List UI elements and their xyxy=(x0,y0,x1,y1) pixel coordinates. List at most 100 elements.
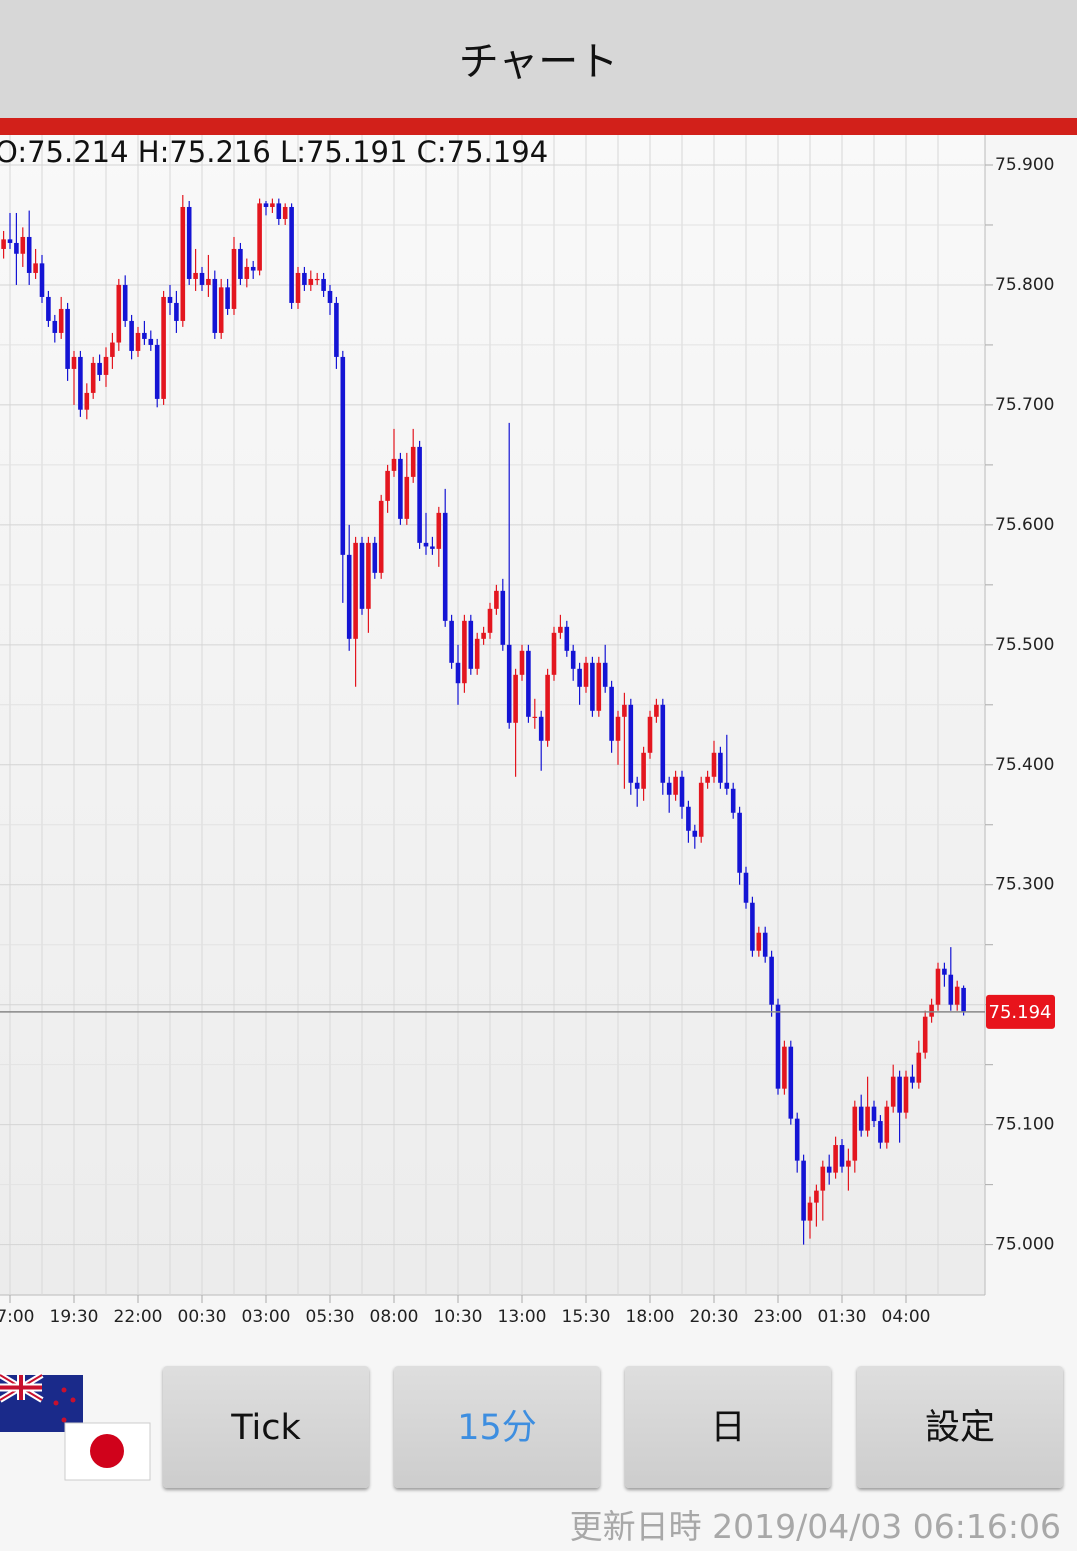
candle-body xyxy=(865,1106,870,1131)
candle-body xyxy=(801,1160,806,1221)
chart: 75.00075.10075.20075.30075.40075.50075.6… xyxy=(0,135,1055,1327)
candle-body xyxy=(302,272,307,285)
y-tick-label: 75.000 xyxy=(995,1235,1054,1255)
candle-body xyxy=(295,272,301,303)
candle-body xyxy=(366,542,371,609)
candle-body xyxy=(673,776,678,795)
candle-body xyxy=(289,206,294,303)
candle-body xyxy=(654,704,659,717)
candle-body xyxy=(545,674,550,741)
candle-body xyxy=(417,446,422,543)
x-tick-label: 22:00 xyxy=(114,1307,163,1327)
candle-body xyxy=(711,752,717,777)
y-tick-label: 75.100 xyxy=(995,1115,1054,1135)
candle-body xyxy=(839,1145,845,1167)
y-tick-label: 75.900 xyxy=(995,155,1054,175)
candle-body xyxy=(922,1016,928,1053)
candle-body xyxy=(826,1166,832,1173)
candle-body xyxy=(762,932,768,957)
candle-body xyxy=(474,638,480,669)
candle-body xyxy=(455,662,461,684)
x-tick-label: 10:30 xyxy=(434,1307,483,1327)
candle-body xyxy=(878,1121,883,1143)
candle-body xyxy=(954,986,960,1005)
candle-body xyxy=(538,716,544,741)
x-tick-label: 15:30 xyxy=(562,1307,611,1327)
candle-body xyxy=(558,626,563,633)
currency-flags[interactable] xyxy=(0,1370,160,1485)
15min-button[interactable]: 15分 xyxy=(394,1366,600,1488)
candle-body xyxy=(404,476,410,519)
candle-body xyxy=(97,362,102,375)
candle-body xyxy=(942,968,947,975)
candle-body xyxy=(135,332,141,351)
candle-body xyxy=(487,608,493,633)
candle-body xyxy=(308,278,314,285)
candle-body xyxy=(602,662,608,687)
candle-body xyxy=(807,1202,813,1221)
candle-body xyxy=(526,650,531,717)
candle-body xyxy=(724,782,730,789)
candle-body xyxy=(660,704,666,783)
day-button[interactable]: 日 xyxy=(625,1366,831,1488)
candle-body xyxy=(615,716,621,741)
candle-body xyxy=(756,932,762,951)
candle-body xyxy=(532,716,538,718)
candle-body xyxy=(890,1076,896,1107)
x-tick-label: 18:00 xyxy=(626,1307,675,1327)
candle-body xyxy=(782,1046,787,1089)
candle-body xyxy=(65,308,70,369)
candle-body xyxy=(686,806,691,831)
title-bar: チャート xyxy=(0,0,1077,118)
candle-body xyxy=(263,203,269,207)
x-tick-label: 04:00 xyxy=(882,1307,931,1327)
candle-body xyxy=(116,284,122,343)
y-tick-label: 75.700 xyxy=(995,395,1054,415)
candle-body xyxy=(33,263,38,273)
candle-body xyxy=(564,626,570,651)
candle-body xyxy=(334,302,339,357)
y-tick-label: 75.300 xyxy=(995,875,1054,895)
candle-body xyxy=(282,206,288,219)
candle-body xyxy=(167,296,173,303)
candle-body xyxy=(231,248,237,309)
candle-body xyxy=(679,776,685,807)
candle-body xyxy=(186,206,192,279)
candle-body xyxy=(212,278,218,333)
candle-body xyxy=(858,1106,864,1131)
candle-body xyxy=(948,974,954,1005)
candle-body xyxy=(218,287,224,333)
candle-body xyxy=(481,632,486,639)
candle-body xyxy=(647,716,653,753)
candle-body xyxy=(20,236,26,254)
candle-body xyxy=(430,546,435,549)
candle-body xyxy=(238,248,243,279)
candle-body xyxy=(609,686,614,741)
candle-body xyxy=(718,752,723,783)
candle-body xyxy=(462,620,467,684)
candle-body xyxy=(692,830,698,837)
candle-body xyxy=(71,356,77,369)
candle-body xyxy=(385,470,390,501)
tick-button[interactable]: Tick xyxy=(163,1366,369,1488)
candle-body xyxy=(494,590,499,609)
candle-body xyxy=(916,1052,922,1083)
candle-body xyxy=(743,872,749,903)
candle-body xyxy=(698,782,704,837)
candle-body xyxy=(250,266,256,271)
settings-button[interactable]: 設定 xyxy=(857,1366,1063,1488)
candle-body xyxy=(314,278,320,281)
candle-body xyxy=(1,239,6,249)
candle-body xyxy=(769,956,774,1005)
candle-body xyxy=(410,446,416,477)
x-tick-label: 08:00 xyxy=(370,1307,419,1327)
candle-body xyxy=(154,344,160,399)
candle-body xyxy=(225,287,230,309)
candle-body xyxy=(174,302,179,321)
ohlc-header: O:75.214 H:75.216 L:75.191 C:75.194 xyxy=(0,135,548,169)
last-price-tag xyxy=(986,994,1055,1029)
candle-body xyxy=(193,272,198,279)
candle-body xyxy=(641,752,646,789)
candle-body xyxy=(58,308,64,333)
y-tick-label: 75.600 xyxy=(995,515,1054,535)
